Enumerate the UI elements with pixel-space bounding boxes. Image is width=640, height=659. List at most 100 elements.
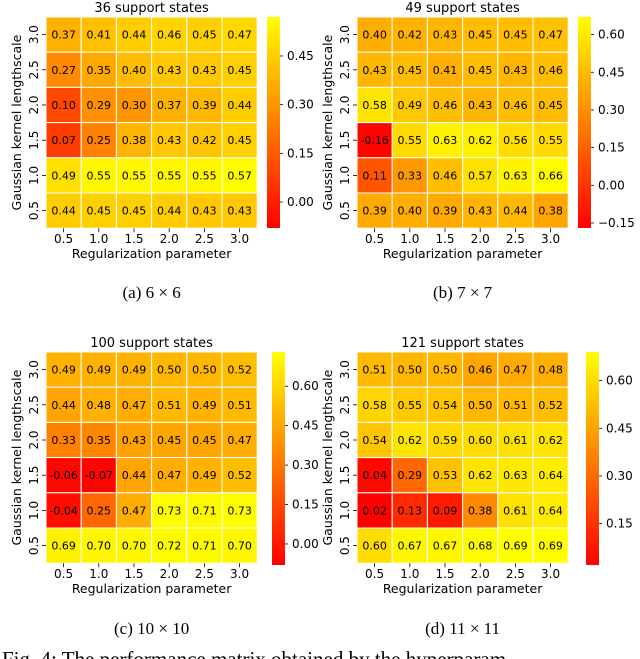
y-tick-label: 0.5 [27, 536, 41, 555]
heatmap-cell [532, 16, 569, 53]
heatmap-cell [462, 351, 499, 388]
heatmap-cell [532, 51, 569, 88]
cell-value: 0.41 [87, 29, 112, 42]
cell-value: 0.46 [503, 99, 528, 112]
cell-value: 0.48 [87, 399, 112, 412]
heatmap-cell [532, 122, 569, 159]
heatmap-cell [151, 51, 188, 88]
cell-value: 0.73 [227, 504, 252, 517]
y-tick-label: 0.5 [338, 536, 352, 555]
colorbar-tick-label: 0.45 [606, 421, 633, 435]
cell-value: 0.60 [468, 434, 493, 447]
cell-value: 0.45 [538, 99, 563, 112]
x-tick-label: 1.0 [89, 232, 108, 246]
cell-value: 0.55 [398, 399, 423, 412]
heatmap-cell [426, 386, 464, 423]
heatmap-cell [426, 192, 464, 229]
cell-value: 0.41 [433, 64, 458, 77]
cell-value: 0.43 [433, 29, 458, 42]
heatmap-cell [221, 421, 258, 459]
y-axis-label: Gaussian kernel lengthscale [320, 369, 335, 545]
y-tick-label: 0.5 [338, 201, 352, 220]
cell-value: 0.43 [192, 205, 217, 218]
cell-value: 0.49 [192, 399, 217, 412]
cell-value: 0.43 [468, 99, 493, 112]
y-tick-label: 0.5 [27, 201, 41, 220]
cell-value: 0.43 [122, 434, 147, 447]
cell-value: 0.46 [157, 29, 182, 42]
cell-value: 0.46 [433, 169, 458, 182]
x-tick-label: 3.0 [541, 232, 560, 246]
cell-value: 0.04 [362, 469, 387, 482]
cell-value: 0.50 [192, 364, 217, 377]
cell-value: 0.44 [51, 205, 76, 218]
heatmap-cell [497, 457, 534, 494]
cell-value: 0.52 [227, 364, 252, 377]
cell-value: 0.42 [192, 134, 217, 147]
cell-value: 0.38 [122, 134, 147, 147]
heatmap-cell [426, 51, 464, 88]
heatmap-cell [356, 457, 393, 494]
cell-value: 0.38 [538, 205, 563, 218]
cell-value: 0.71 [192, 540, 217, 553]
cell-value: 0.11 [362, 169, 387, 182]
cell-value: 0.55 [122, 169, 147, 182]
x-tick-label: 1.5 [435, 567, 454, 581]
heatmap-cell [186, 157, 223, 194]
heatmap-cell [80, 86, 117, 124]
colorbar-tick-label: 0.60 [598, 28, 625, 42]
heatmap-cell [80, 386, 117, 423]
colorbar [578, 17, 591, 228]
cell-value: 0.44 [51, 399, 76, 412]
cell-value: 0.38 [468, 504, 493, 517]
colorbar [586, 352, 599, 565]
heatmap-cell [151, 421, 188, 459]
cell-value: 0.47 [122, 399, 147, 412]
cell-value: 0.52 [538, 399, 563, 412]
cell-value: 0.69 [538, 540, 563, 553]
x-tick-label: 1.0 [89, 567, 108, 581]
cell-value: 0.40 [362, 29, 387, 42]
cell-value: 0.50 [157, 364, 182, 377]
heatmap-cell [45, 457, 82, 494]
cell-value: 0.69 [51, 540, 76, 553]
heatmap-cell [391, 386, 428, 423]
heatmap-cell [186, 122, 223, 159]
cell-value: 0.51 [362, 364, 387, 377]
x-tick-label: 0.5 [365, 567, 384, 581]
heatmap-cell [45, 122, 82, 159]
cell-value: 0.43 [157, 134, 182, 147]
heatmap-cell [356, 51, 393, 88]
x-tick-label: 2.5 [506, 232, 525, 246]
cell-value: 0.50 [433, 364, 458, 377]
cell-value: -0.16 [360, 134, 388, 147]
cell-value: 0.47 [157, 469, 182, 482]
x-tick-label: 2.0 [471, 232, 490, 246]
y-tick-label: 2.5 [338, 60, 352, 79]
heatmap-cell [151, 492, 188, 529]
x-tick-label: 2.5 [195, 232, 214, 246]
cell-value: 0.58 [362, 399, 387, 412]
y-tick-label: 2.0 [338, 95, 352, 114]
cell-value: 0.53 [433, 469, 458, 482]
cell-value: 0.47 [503, 364, 528, 377]
x-tick-label: 2.0 [160, 567, 179, 581]
cell-value: 0.55 [157, 169, 182, 182]
cell-value: 0.43 [157, 64, 182, 77]
cell-value: 0.47 [227, 434, 252, 447]
heatmap-cell [462, 457, 499, 494]
heatmap-cell [462, 386, 499, 423]
cell-value: 0.64 [538, 504, 563, 517]
heatmap-cell [45, 351, 82, 388]
cell-value: 0.64 [538, 469, 563, 482]
cell-value: 0.48 [538, 364, 563, 377]
heatmap-cell [221, 122, 258, 159]
y-tick-label: 3.0 [27, 360, 41, 379]
cell-value: -0.04 [49, 504, 77, 517]
cell-value: 0.50 [398, 364, 423, 377]
colorbar-tick-label: 0.15 [287, 146, 314, 160]
cell-value: 0.51 [227, 399, 252, 412]
heatmap-cell [497, 527, 534, 564]
x-axis-label: Regularization parameter [72, 581, 232, 596]
heatmap-cell [186, 492, 223, 529]
